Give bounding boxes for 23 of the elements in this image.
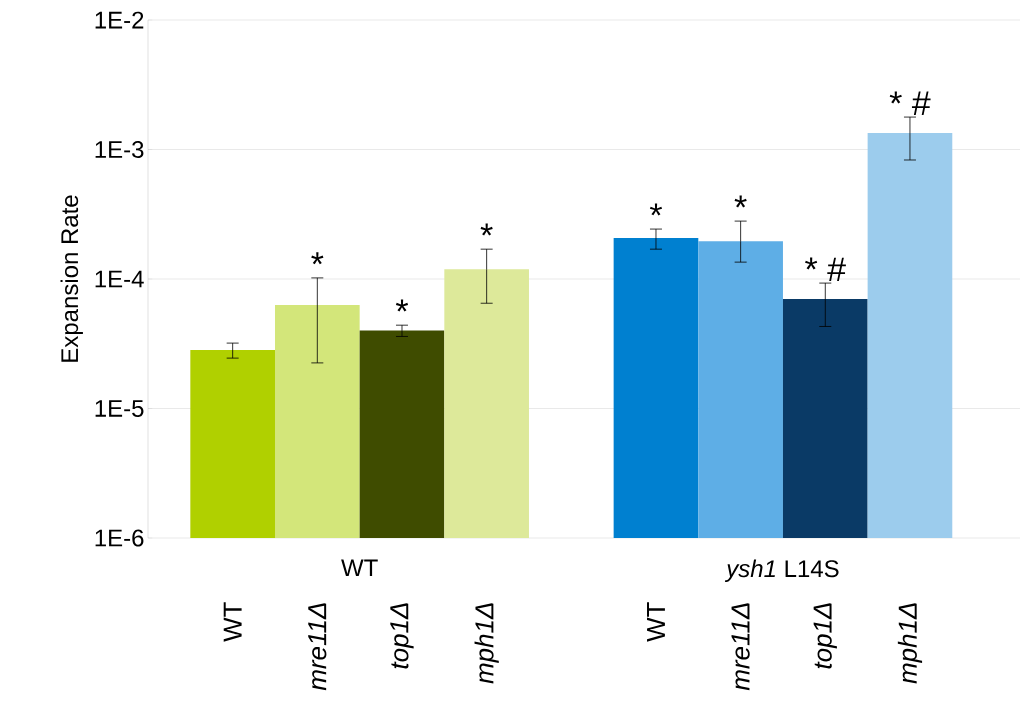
text: WT — [341, 559, 378, 577]
x-tick-label: mre11Δ — [308, 603, 327, 691]
x-tick-label: mph1Δ — [474, 603, 499, 684]
data-label: * — [480, 223, 493, 236]
x-tick-label: top1Δ — [390, 603, 414, 669]
data-label: * — [311, 252, 324, 265]
x-tick-label: WT — [223, 602, 242, 642]
y-tick-label: 1E-2 — [95, 11, 144, 29]
x-tick-label: mph1Δ — [897, 603, 923, 684]
data-label: * # — [805, 257, 846, 281]
x-tick-label: WT — [647, 602, 665, 642]
data-label: * — [649, 203, 663, 216]
y-tick-label: 1E-3 — [95, 141, 144, 158]
y-axis-title: Expansion Rate — [60, 195, 83, 362]
data-label: * — [734, 195, 747, 208]
x-tick-label: mre11Δ — [731, 603, 750, 691]
data-label: * # — [889, 91, 931, 115]
y-tick-label: 1E-5 — [95, 400, 144, 417]
text: ysh1 L14S — [724, 559, 839, 582]
y-tick-label: 1E-6 — [95, 529, 144, 547]
data-label: * — [395, 299, 409, 312]
x-tick-label: top1Δ — [813, 603, 837, 669]
y-tick-label: 1E-4 — [95, 270, 144, 288]
